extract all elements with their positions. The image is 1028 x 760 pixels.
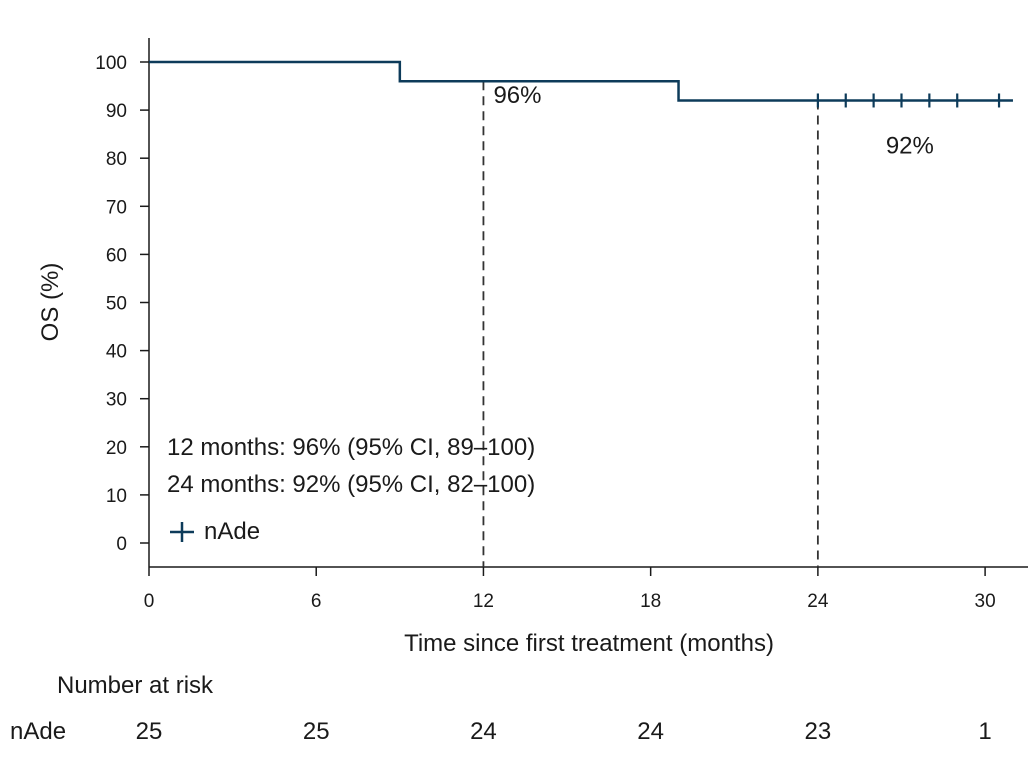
risk-table-title: Number at risk (57, 672, 214, 699)
risk-value: 24 (470, 718, 497, 745)
x-ticks: 0 6 12 18 24 30 (144, 567, 996, 612)
legend-label-nade: nAde (204, 518, 260, 545)
y-axis-title: OS (%) (37, 263, 64, 342)
x-tick-label: 30 (975, 591, 996, 612)
risk-value: 24 (637, 718, 664, 745)
y-tick-label: 0 (116, 534, 127, 555)
y-tick-label: 70 (106, 197, 127, 218)
x-tick-label: 12 (473, 591, 494, 612)
y-tick-label: 80 (106, 149, 127, 170)
summary-24-months: 24 months: 92% (95% CI, 82–100) (167, 471, 535, 498)
risk-values: 25 25 24 24 23 1 (136, 718, 992, 745)
x-tick-label: 0 (144, 591, 155, 612)
y-tick-label: 100 (95, 53, 127, 74)
censor-marks (816, 93, 1001, 108)
x-tick-label: 24 (807, 591, 829, 612)
risk-value: 25 (303, 718, 330, 745)
risk-value: 1 (978, 718, 991, 745)
y-tick-label: 60 (106, 245, 127, 266)
y-tick-label: 20 (106, 438, 127, 459)
y-tick-label: 10 (106, 486, 127, 507)
y-ticks: 0 10 20 30 40 50 60 70 80 90 100 (95, 53, 149, 555)
risk-value: 23 (805, 718, 832, 745)
y-tick-label: 40 (106, 342, 127, 363)
reference-lines: 96% 92% (482, 81, 934, 567)
risk-row-label-nade: nAde (10, 718, 66, 745)
x-tick-label: 6 (311, 591, 322, 612)
km-curve-nade (149, 60, 1013, 102)
x-tick-label: 18 (640, 591, 661, 612)
x-axis-title: Time since first treatment (months) (404, 630, 774, 657)
risk-value: 25 (136, 718, 163, 745)
y-tick-label: 90 (106, 101, 127, 122)
legend: nAde (170, 518, 260, 545)
reference-label-24-months: 92% (886, 132, 934, 159)
summary-12-months: 12 months: 96% (95% CI, 89–100) (167, 434, 535, 461)
y-tick-label: 50 (106, 294, 127, 315)
reference-label-12-months: 96% (493, 82, 541, 109)
y-tick-label: 30 (106, 390, 127, 411)
